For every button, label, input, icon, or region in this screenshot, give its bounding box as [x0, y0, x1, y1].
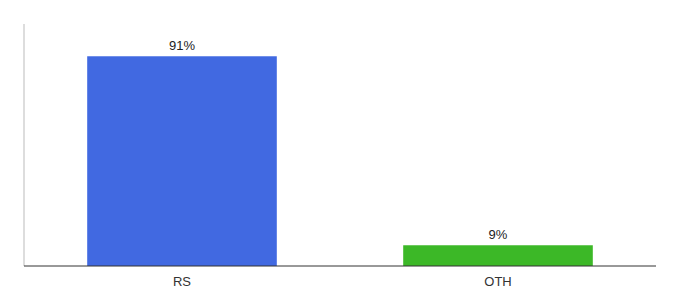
x-axis-line: [24, 266, 656, 267]
y-axis-line: [24, 24, 25, 266]
data-label: 91%: [169, 38, 195, 53]
x-tick-label: RS: [173, 274, 191, 289]
bar: [403, 245, 593, 266]
data-label: 9%: [489, 227, 508, 242]
bar: [87, 56, 277, 266]
chart-svg: RS OTH 91% 9%: [0, 0, 680, 300]
bars: [87, 56, 593, 266]
x-tick-label: OTH: [484, 274, 511, 289]
chart-container: RS OTH 91% 9%: [0, 0, 680, 300]
